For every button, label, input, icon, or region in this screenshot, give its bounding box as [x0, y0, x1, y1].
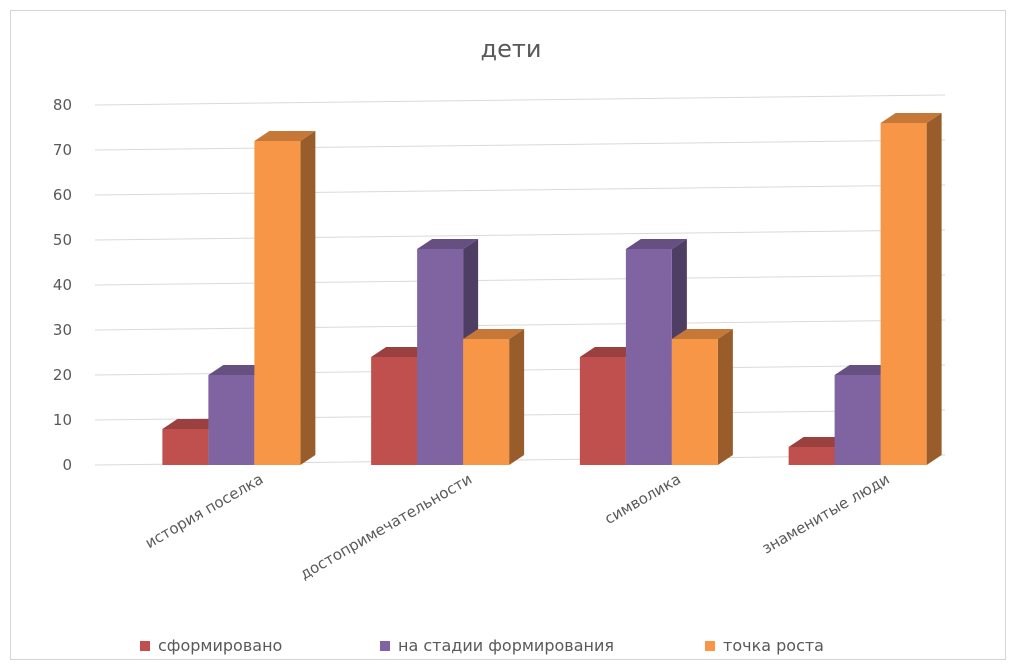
bar-side — [300, 131, 316, 465]
y-tick-label: 80 — [53, 96, 72, 114]
gridline — [94, 184, 946, 196]
bar-front — [671, 339, 718, 465]
bars — [162, 113, 942, 465]
legend-swatch — [140, 641, 150, 651]
bar-top — [788, 437, 850, 447]
y-tick-label: 30 — [53, 321, 72, 339]
bar-top — [417, 239, 479, 249]
x-tick-label: знаменитые люди — [759, 470, 893, 558]
bar — [254, 131, 316, 465]
x-axis: история поселка достопримечательности симв… — [142, 470, 893, 583]
y-tick-label: 10 — [53, 411, 72, 429]
bar-front — [880, 123, 927, 465]
y-tick-label: 70 — [53, 141, 72, 159]
bar — [671, 329, 733, 465]
legend-label: точка роста — [723, 636, 824, 655]
bar-front — [208, 375, 255, 465]
bar-side — [509, 329, 525, 465]
gridline — [94, 229, 946, 241]
y-tick-label: 50 — [53, 231, 72, 249]
bar-front — [463, 339, 510, 465]
y-tick-label: 40 — [53, 276, 72, 294]
bar-front — [834, 375, 881, 465]
bar — [463, 329, 525, 465]
bar-top — [463, 329, 525, 339]
bar-front — [254, 141, 301, 465]
gridline — [94, 94, 946, 106]
gridline — [94, 274, 946, 286]
bar-front — [417, 249, 464, 465]
bar-top — [880, 113, 942, 123]
x-tick-label: история поселка — [142, 470, 266, 552]
bar-top — [254, 131, 316, 141]
bar-front — [625, 249, 672, 465]
bar-top — [162, 419, 224, 429]
legend-label: сформировано — [158, 636, 282, 655]
x-tick-label: достопримечательности — [297, 470, 475, 583]
bar-front — [162, 429, 209, 465]
legend: сформировано на стадии формирования точка … — [140, 636, 824, 655]
bar — [880, 113, 942, 465]
chart-title: дети — [481, 35, 542, 63]
y-tick-label: 60 — [53, 186, 72, 204]
legend-label: на стадии формирования — [398, 636, 614, 655]
bar-top — [671, 329, 733, 339]
y-tick-label: 20 — [53, 366, 72, 384]
legend-swatch — [705, 641, 715, 651]
bar-top — [579, 347, 641, 357]
legend-swatch — [380, 641, 390, 651]
gridline — [94, 319, 946, 331]
bar-front — [371, 357, 418, 465]
bar-top — [625, 239, 687, 249]
x-tick-label: символика — [601, 470, 684, 528]
bar — [417, 239, 479, 465]
bar-front — [579, 357, 626, 465]
bar-top — [371, 347, 433, 357]
bar-top — [208, 365, 270, 375]
bar-side — [926, 113, 942, 465]
gridline — [94, 139, 946, 151]
y-axis: 0 10 20 30 40 50 60 70 80 — [53, 96, 72, 474]
bar-front — [788, 447, 835, 465]
bar-top — [834, 365, 896, 375]
y-tick-label: 0 — [62, 456, 72, 474]
bar-side — [717, 329, 733, 465]
